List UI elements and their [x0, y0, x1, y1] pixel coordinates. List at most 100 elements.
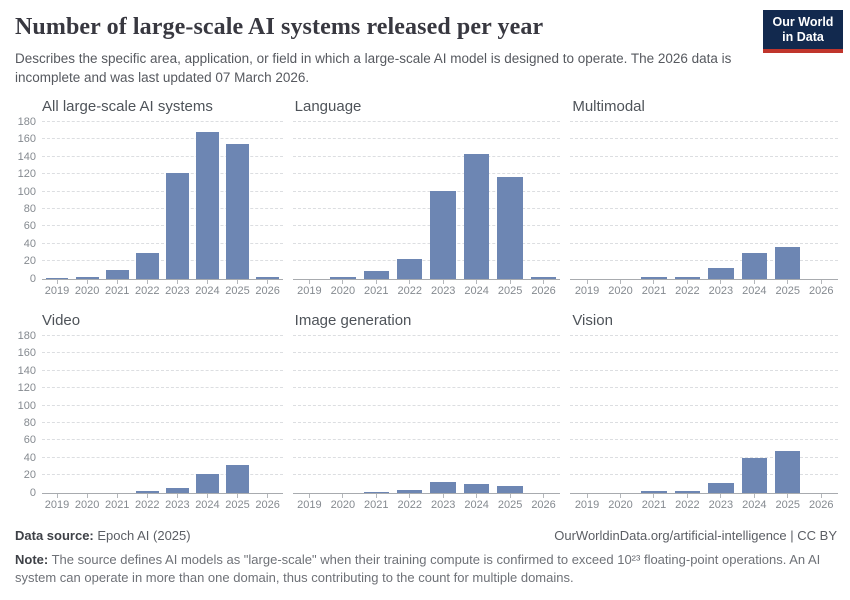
x-tick-label-2023: 2023: [165, 498, 190, 511]
bar-slot-2020: [72, 122, 102, 279]
facet-plot-body: [570, 334, 838, 498]
bar-slot-2022: [671, 122, 704, 279]
chart-subtitle: Describes the specific area, application…: [15, 51, 732, 85]
x-tick: [409, 279, 411, 284]
gridline: [42, 155, 283, 157]
x-tick-slot: [738, 493, 771, 498]
gridline: [292, 369, 561, 371]
gridline: [292, 387, 561, 389]
gridline: [570, 138, 838, 140]
bar-2025: [226, 464, 249, 493]
bar-2020: [75, 277, 99, 279]
gridline: [42, 387, 283, 389]
x-tick-label-2022: 2022: [397, 284, 422, 297]
bar-slot-2019: [42, 336, 72, 493]
gridline: [570, 439, 838, 441]
owid-logo-box: Our World in Data: [763, 10, 843, 49]
y-tick-label: 80: [23, 203, 36, 216]
x-tick: [753, 493, 755, 498]
x-tick: [56, 279, 58, 284]
bar-slot-2022: [393, 336, 426, 493]
x-tick-label-2019: 2019: [574, 284, 600, 297]
facet-plot-body: 0 20 40 60 80 100 120 140 160 180: [15, 116, 283, 285]
facet-plot-body: 0 20 40 60 80 100 120 140 160 180: [15, 330, 283, 499]
x-tick: [237, 279, 238, 284]
x-tick-slot: [72, 493, 102, 498]
bar-slot-2019: [293, 336, 326, 493]
owid-logo-accent-bar: [763, 49, 843, 53]
bar-2023: [708, 268, 734, 279]
gridline: [42, 208, 283, 210]
facet-title: Image generation: [294, 311, 412, 329]
bar-slot-2024: [460, 336, 493, 493]
bar-2021: [641, 491, 667, 493]
x-tick-slot: [604, 279, 637, 284]
y-tick-label: 120: [17, 168, 36, 181]
gridline: [292, 456, 561, 458]
facet-title: Language: [294, 97, 362, 115]
x-tick-slot: [72, 279, 102, 284]
bar-slot-2019: [42, 122, 72, 279]
gridline: [292, 439, 561, 441]
bar-2024: [463, 484, 490, 493]
x-tick-label-2021: 2021: [364, 498, 389, 511]
gridline: [292, 404, 561, 406]
x-tick-slot: [460, 493, 493, 498]
bar-slot-2026: [805, 122, 838, 279]
x-tick-label-2025: 2025: [775, 284, 801, 297]
bar-slot-2023: [162, 336, 192, 493]
x-tick: [56, 493, 58, 498]
x-tick: [86, 493, 88, 498]
x-tick: [86, 279, 88, 284]
y-tick-label: 100: [17, 399, 36, 412]
x-tick: [509, 279, 511, 284]
x-tick: [686, 279, 688, 284]
x-tick-label-2024: 2024: [195, 498, 220, 511]
gridline: [570, 120, 838, 122]
bar-slot-2020: [72, 336, 102, 493]
bar-slot-2026: [527, 336, 560, 493]
x-tick-label-2019: 2019: [44, 284, 70, 297]
x-tick-slot: [704, 279, 737, 284]
plot-area: [570, 334, 838, 498]
page-title: Number of large-scale AI systems release…: [15, 14, 544, 40]
facet-image-generation: Image generation 2019 2020 2021 2022 2023 2024…: [292, 311, 561, 511]
x-tick: [146, 279, 148, 284]
y-tick-label: 0: [29, 486, 36, 499]
x-tick-label-2026: 2026: [255, 498, 280, 511]
x-axis-ticks: [570, 279, 838, 284]
y-tick-label: 0: [29, 272, 36, 285]
x-tick-slot: [637, 493, 670, 498]
bars-layer: [42, 336, 283, 493]
x-axis-labels: 2019 2020 2021 2022 2023 2024 2025 2026: [42, 499, 283, 511]
x-tick-slot: [671, 279, 704, 284]
x-tick: [375, 279, 377, 284]
bars-layer: [293, 336, 561, 493]
x-tick-slot: [222, 279, 252, 284]
owid-logo-line2: in Data: [782, 29, 824, 44]
gridline: [292, 208, 561, 210]
x-tick-slot: [771, 493, 804, 498]
facet-title: Vision: [572, 311, 613, 329]
x-tick-slot: [393, 279, 426, 284]
bar-slot-2022: [393, 122, 426, 279]
bar-slot-2023: [704, 122, 737, 279]
gridline: [570, 173, 838, 175]
x-tick: [476, 493, 478, 498]
x-tick: [476, 279, 478, 284]
gridline: [570, 260, 838, 262]
x-tick: [686, 493, 688, 498]
bar-slot-2022: [671, 336, 704, 493]
x-tick-label-2025: 2025: [225, 498, 250, 511]
bar-slot-2019: [293, 122, 326, 279]
bar-2020: [330, 277, 356, 279]
x-axis-labels: 2019 2020 2021 2022 2023 2024 2025 2026: [42, 285, 283, 297]
bar-2022: [397, 258, 423, 279]
bar-slot-2024: [460, 122, 493, 279]
attribution-link[interactable]: OurWorldinData.org/artificial-intelligen…: [554, 527, 837, 543]
gridline: [570, 334, 838, 336]
gridline: [570, 352, 838, 354]
x-tick-slot: [42, 493, 72, 498]
x-tick: [442, 279, 444, 284]
bar-2022: [674, 491, 701, 493]
